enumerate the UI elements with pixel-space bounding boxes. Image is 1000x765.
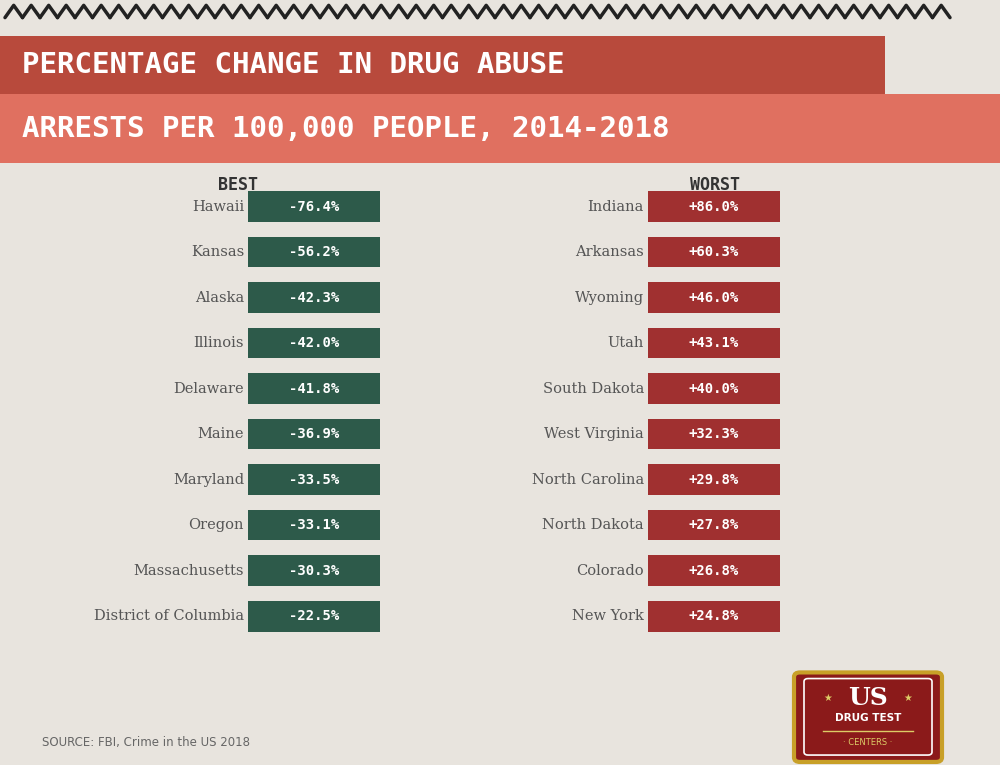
FancyBboxPatch shape bbox=[248, 237, 380, 268]
Text: -42.0%: -42.0% bbox=[289, 336, 339, 350]
FancyBboxPatch shape bbox=[248, 555, 380, 586]
Text: North Carolina: North Carolina bbox=[532, 473, 644, 487]
Text: -76.4%: -76.4% bbox=[289, 200, 339, 213]
Text: ★: ★ bbox=[824, 693, 832, 704]
Text: -33.5%: -33.5% bbox=[289, 473, 339, 487]
FancyBboxPatch shape bbox=[0, 94, 1000, 163]
Text: Utah: Utah bbox=[608, 336, 644, 350]
Text: Wyoming: Wyoming bbox=[575, 291, 644, 304]
Text: +60.3%: +60.3% bbox=[689, 245, 739, 259]
Text: +43.1%: +43.1% bbox=[689, 336, 739, 350]
Text: -33.1%: -33.1% bbox=[289, 518, 339, 532]
Text: PERCENTAGE CHANGE IN DRUG ABUSE: PERCENTAGE CHANGE IN DRUG ABUSE bbox=[22, 51, 564, 79]
Text: +40.0%: +40.0% bbox=[689, 382, 739, 396]
FancyBboxPatch shape bbox=[248, 601, 380, 632]
Text: +29.8%: +29.8% bbox=[689, 473, 739, 487]
Text: Illinois: Illinois bbox=[194, 336, 244, 350]
FancyBboxPatch shape bbox=[648, 510, 780, 541]
Text: +27.8%: +27.8% bbox=[689, 518, 739, 532]
Text: New York: New York bbox=[572, 609, 644, 623]
Text: WORST: WORST bbox=[690, 176, 740, 194]
FancyBboxPatch shape bbox=[248, 464, 380, 495]
Text: District of Columbia: District of Columbia bbox=[94, 609, 244, 623]
Text: BEST: BEST bbox=[218, 176, 258, 194]
FancyBboxPatch shape bbox=[248, 282, 380, 313]
FancyBboxPatch shape bbox=[648, 282, 780, 313]
FancyBboxPatch shape bbox=[648, 464, 780, 495]
Text: DRUG TEST: DRUG TEST bbox=[835, 712, 901, 723]
Text: Maine: Maine bbox=[198, 427, 244, 441]
Text: Hawaii: Hawaii bbox=[192, 200, 244, 213]
Text: +26.8%: +26.8% bbox=[689, 564, 739, 578]
FancyBboxPatch shape bbox=[248, 328, 380, 358]
FancyBboxPatch shape bbox=[648, 237, 780, 268]
Text: Delaware: Delaware bbox=[173, 382, 244, 396]
Text: Maryland: Maryland bbox=[173, 473, 244, 487]
Text: -42.3%: -42.3% bbox=[289, 291, 339, 304]
FancyBboxPatch shape bbox=[648, 601, 780, 632]
Text: Colorado: Colorado bbox=[576, 564, 644, 578]
Text: Alaska: Alaska bbox=[195, 291, 244, 304]
Text: -22.5%: -22.5% bbox=[289, 609, 339, 623]
FancyBboxPatch shape bbox=[248, 419, 380, 450]
FancyBboxPatch shape bbox=[648, 555, 780, 586]
FancyBboxPatch shape bbox=[648, 328, 780, 358]
Text: -30.3%: -30.3% bbox=[289, 564, 339, 578]
Text: ARRESTS PER 100,000 PEOPLE, 2014-2018: ARRESTS PER 100,000 PEOPLE, 2014-2018 bbox=[22, 115, 670, 142]
Text: +24.8%: +24.8% bbox=[689, 609, 739, 623]
Text: ★: ★ bbox=[904, 693, 912, 704]
FancyBboxPatch shape bbox=[248, 510, 380, 541]
Text: -36.9%: -36.9% bbox=[289, 427, 339, 441]
Text: Arkansas: Arkansas bbox=[575, 245, 644, 259]
FancyBboxPatch shape bbox=[248, 191, 380, 222]
Text: Kansas: Kansas bbox=[191, 245, 244, 259]
FancyBboxPatch shape bbox=[248, 373, 380, 404]
Text: +86.0%: +86.0% bbox=[689, 200, 739, 213]
Text: SOURCE: FBI, Crime in the US 2018: SOURCE: FBI, Crime in the US 2018 bbox=[42, 736, 250, 748]
FancyBboxPatch shape bbox=[0, 36, 885, 94]
Text: US: US bbox=[848, 686, 888, 711]
Text: +46.0%: +46.0% bbox=[689, 291, 739, 304]
Text: Massachusetts: Massachusetts bbox=[134, 564, 244, 578]
Text: -41.8%: -41.8% bbox=[289, 382, 339, 396]
FancyBboxPatch shape bbox=[794, 672, 942, 762]
FancyBboxPatch shape bbox=[648, 373, 780, 404]
Text: -56.2%: -56.2% bbox=[289, 245, 339, 259]
Text: +32.3%: +32.3% bbox=[689, 427, 739, 441]
Text: · CENTERS ·: · CENTERS · bbox=[843, 737, 893, 747]
Text: South Dakota: South Dakota bbox=[543, 382, 644, 396]
Text: Oregon: Oregon bbox=[188, 518, 244, 532]
FancyBboxPatch shape bbox=[648, 191, 780, 222]
Text: North Dakota: North Dakota bbox=[542, 518, 644, 532]
Text: West Virginia: West Virginia bbox=[544, 427, 644, 441]
FancyBboxPatch shape bbox=[648, 419, 780, 450]
Text: Indiana: Indiana bbox=[588, 200, 644, 213]
